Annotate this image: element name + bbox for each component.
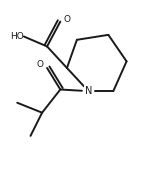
Text: O: O [63, 15, 70, 25]
Text: O: O [37, 60, 44, 69]
Text: N: N [85, 86, 92, 96]
Text: HO: HO [10, 32, 24, 41]
